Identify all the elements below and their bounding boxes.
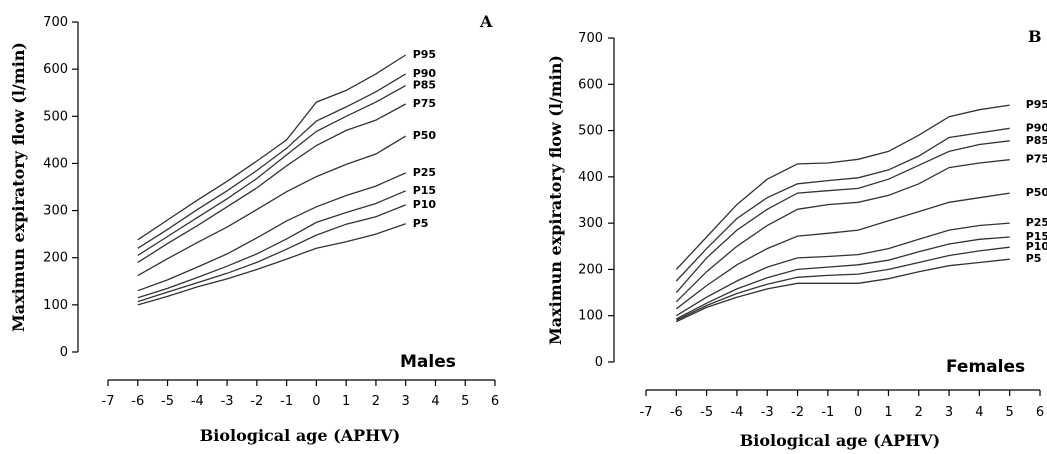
x-tick-label: -7: [640, 405, 653, 420]
y-tick-label: 300: [43, 204, 68, 219]
series-label-p10: P10: [413, 198, 437, 211]
y-tick-label: 0: [60, 345, 68, 360]
x-tick-label: -1: [821, 405, 834, 420]
y-tick-label: 600: [43, 62, 68, 77]
y-tick-label: 600: [578, 77, 603, 92]
series-line-p85: [137, 85, 407, 256]
series-label-p85: P85: [413, 79, 436, 92]
series-label-p75: P75: [1026, 153, 1047, 166]
series-line-p10: [137, 204, 406, 303]
x-tick-label: -5: [161, 394, 174, 409]
x-tick-label: -4: [191, 394, 204, 409]
x-tick-label: 0: [312, 394, 320, 409]
x-axis-title: Biological age (APHV): [740, 431, 940, 450]
x-tick-label: -3: [221, 394, 234, 409]
x-tick-label: 2: [372, 394, 380, 409]
series-line-p95: [137, 54, 407, 241]
series-label-p5: P5: [413, 217, 429, 230]
x-tick-label: -3: [761, 405, 774, 420]
x-tick-label: 1: [342, 394, 350, 409]
series-label-p15: P15: [413, 184, 436, 197]
x-tick-label: 0: [854, 405, 862, 420]
y-tick-label: 300: [578, 216, 603, 231]
chart-panel-females: 0 100 200 300 400 500 600 700 -7 -6 -5 -4 -3 -2 -1 0 1 2 3…: [546, 27, 1047, 450]
series-label-p90: P90: [1026, 121, 1047, 134]
x-tick-label: 6: [491, 394, 499, 409]
x-tick-label: -5: [700, 405, 713, 420]
x-tick-label: 3: [402, 394, 410, 409]
x-tick-label: 4: [975, 405, 983, 420]
series-line-p50: [137, 135, 407, 277]
series-line-p15: [675, 236, 1010, 320]
series-line-p5: [137, 223, 406, 306]
series-label-p95: P95: [1026, 98, 1047, 111]
series-line-p90: [675, 127, 1010, 282]
x-tick-label: -6: [670, 405, 683, 420]
series-label-p15: P15: [1026, 230, 1047, 243]
y-axis-title: Maximun expiratory flow (l/min): [546, 55, 565, 345]
y-tick-label: 700: [43, 15, 68, 30]
series-label-p50: P50: [1026, 186, 1047, 199]
y-tick-label: 200: [578, 262, 603, 277]
y-tick-label: 400: [578, 170, 603, 185]
x-tick-label: 6: [1036, 405, 1044, 420]
series-line-p15: [137, 190, 406, 299]
panel-letter: B: [1028, 27, 1042, 46]
y-tick-label: 100: [43, 298, 68, 313]
y-tick-label: 400: [43, 156, 68, 171]
series-label-p5: P5: [1026, 252, 1042, 265]
x-tick-label: -2: [791, 405, 804, 420]
series-label-p95: P95: [413, 48, 436, 61]
chart-panel-males: 0 100 200 300 400 500 600 700 -7 -6 -5 -4 -3 -2 -1 0 1 2 3…: [9, 12, 499, 445]
series-line-p90: [137, 73, 407, 249]
x-tick-label: -4: [730, 405, 743, 420]
series-label-p50: P50: [413, 129, 437, 142]
group-label: Males: [400, 352, 456, 372]
x-axis-title: Biological age (APHV): [200, 426, 400, 445]
x-tick-label: -7: [102, 394, 115, 409]
series-label-p90: P90: [413, 67, 437, 80]
x-tick-label: -2: [250, 394, 263, 409]
series-line-p95: [675, 104, 1010, 270]
y-tick-label: 500: [43, 109, 68, 124]
series-label-p10: P10: [1026, 240, 1047, 253]
series-label-p75: P75: [413, 97, 436, 110]
x-tick-label: 4: [431, 394, 439, 409]
panel-letter: A: [479, 12, 493, 31]
series-line-p50: [675, 192, 1010, 310]
series-line-p25: [675, 222, 1010, 317]
y-tick-label: 500: [578, 124, 603, 139]
x-tick-label: -6: [131, 394, 144, 409]
series-line-p85: [675, 140, 1010, 294]
series-line-p75: [675, 159, 1010, 303]
y-tick-label: 0: [595, 355, 603, 370]
group-label: Females: [946, 357, 1025, 377]
y-axis-title: Maximun expiratory flow (l/min): [9, 42, 28, 332]
series-label-p25: P25: [413, 166, 436, 179]
series-label-p85: P85: [1026, 134, 1047, 147]
x-tick-label: 1: [884, 405, 892, 420]
series-label-p25: P25: [1026, 216, 1047, 229]
series-line-p10: [676, 246, 1010, 321]
x-tick-label: 2: [915, 405, 923, 420]
y-tick-label: 100: [578, 309, 603, 324]
x-tick-label: 5: [461, 394, 469, 409]
y-tick-label: 200: [43, 251, 68, 266]
series-line-p25: [137, 172, 406, 292]
series-line-p5: [676, 258, 1010, 323]
y-tick-label: 700: [578, 31, 603, 46]
series-line-p75: [137, 103, 407, 263]
x-tick-label: 5: [1006, 405, 1014, 420]
x-tick-label: -1: [280, 394, 293, 409]
x-tick-label: 3: [945, 405, 953, 420]
